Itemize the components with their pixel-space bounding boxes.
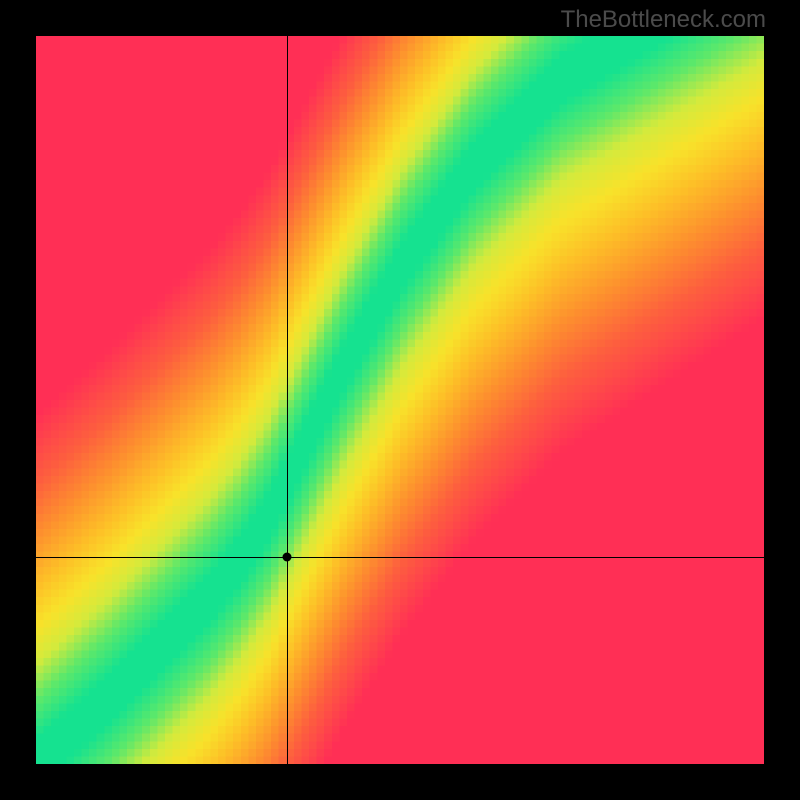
crosshair-dot	[283, 552, 292, 561]
heatmap-plot	[36, 36, 764, 764]
chart-frame: TheBottleneck.com	[0, 0, 800, 800]
watermark-text: TheBottleneck.com	[561, 6, 766, 34]
crosshair-horizontal	[36, 557, 764, 558]
heatmap-canvas	[36, 36, 764, 764]
crosshair-vertical	[287, 36, 288, 764]
